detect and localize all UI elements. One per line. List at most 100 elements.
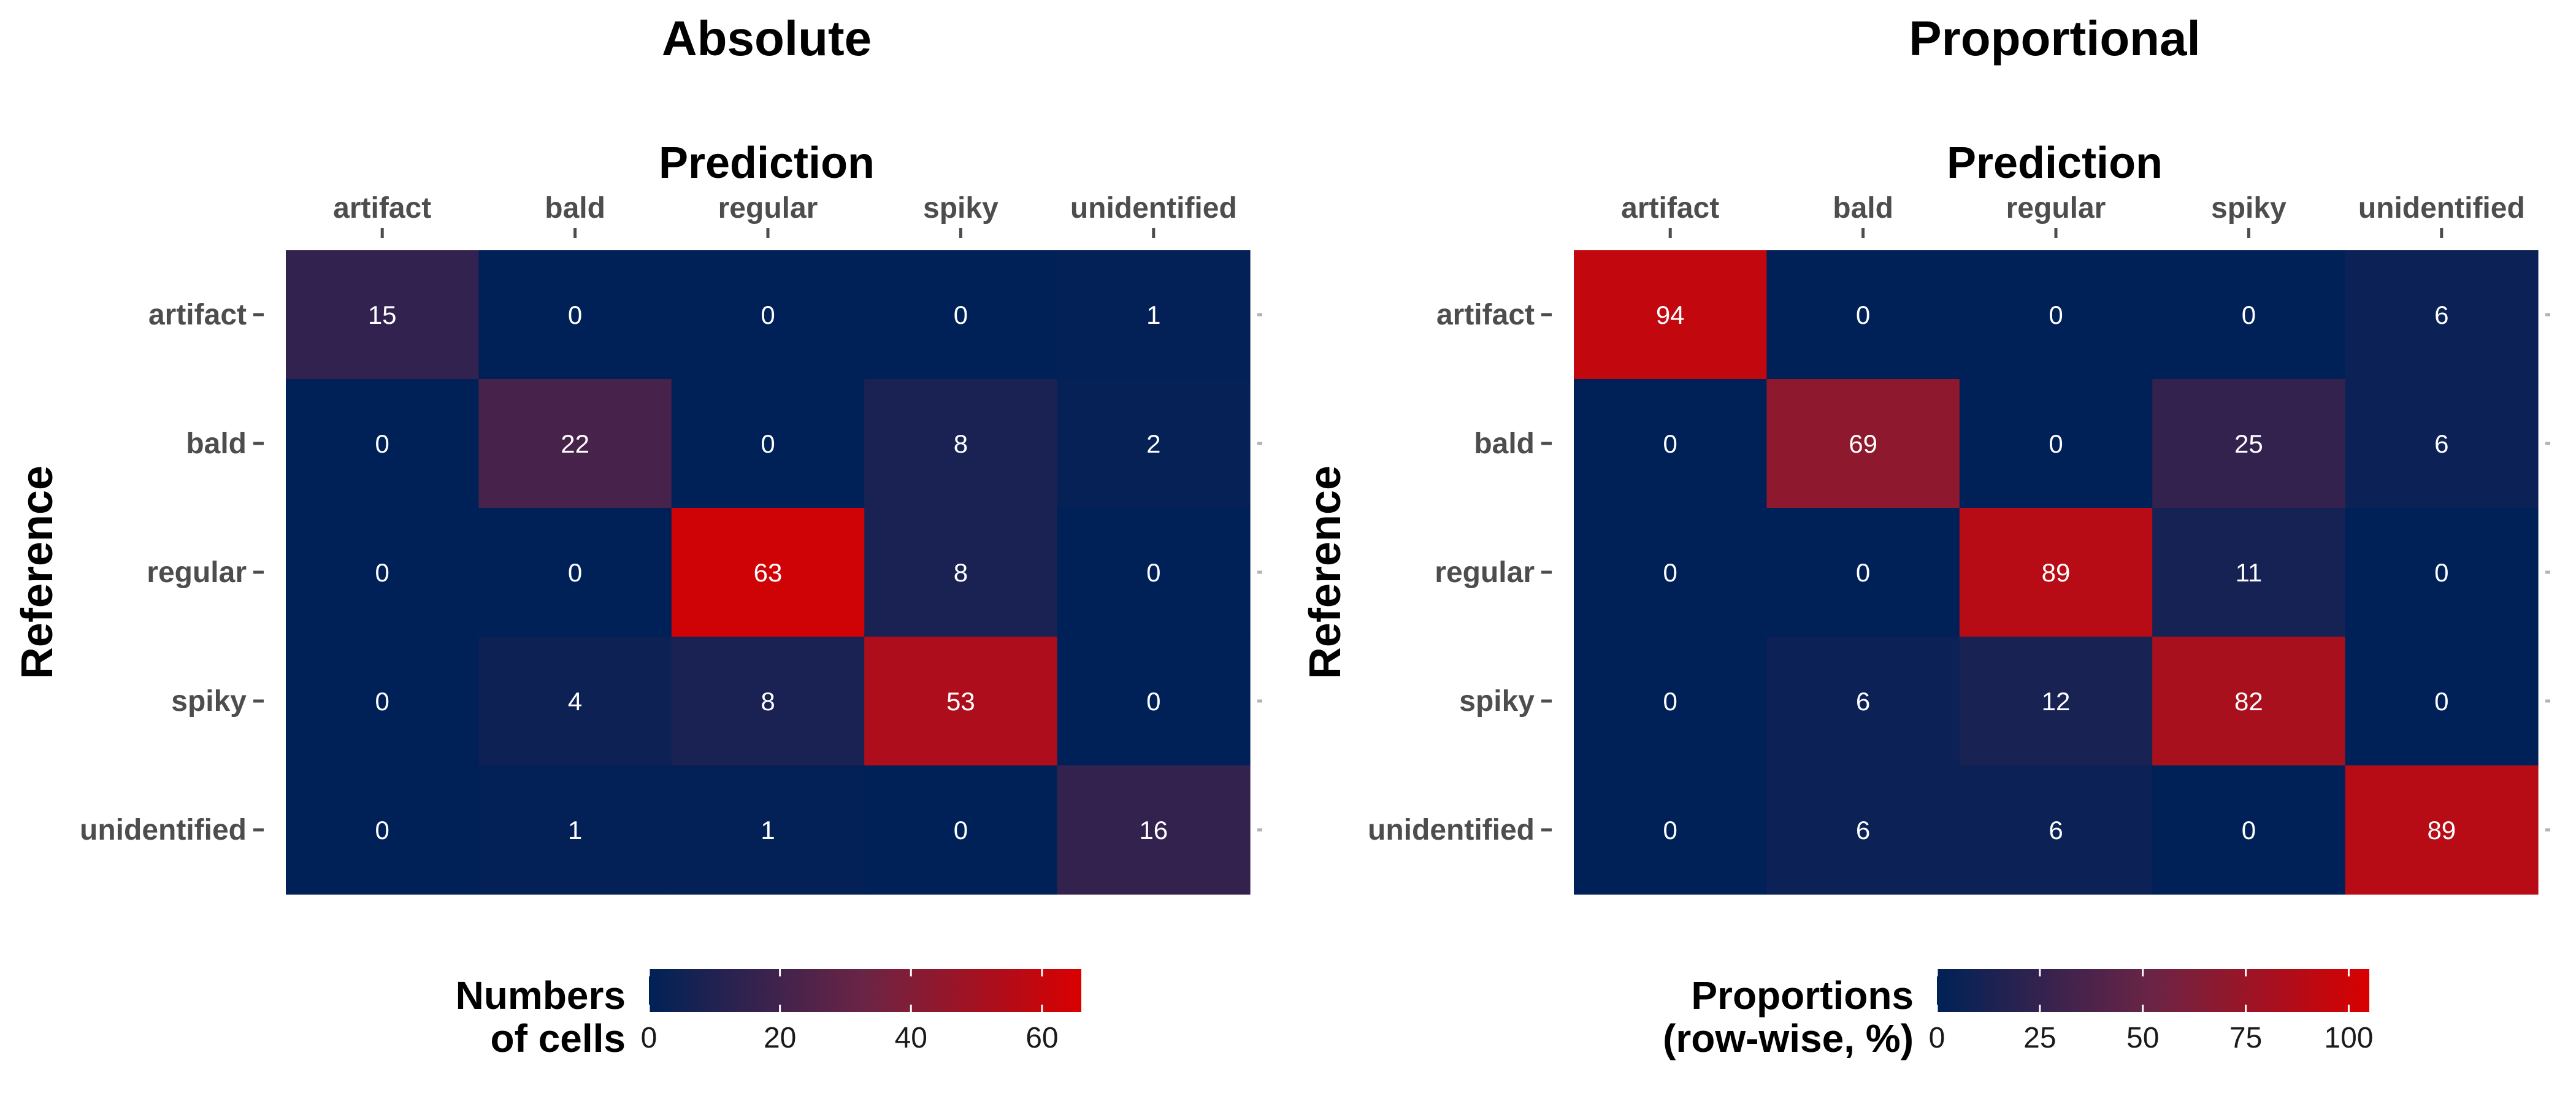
heatmap-cell xyxy=(671,508,865,637)
y-tick-label: artifact xyxy=(1436,299,1535,331)
heatmap-cell xyxy=(2345,765,2539,895)
cell-value-label: 1 xyxy=(568,816,582,845)
heatmap-cell xyxy=(1574,765,1767,895)
heatmap-cell xyxy=(286,508,479,637)
heatmap-cell xyxy=(1959,637,2153,766)
heatmap-cell xyxy=(286,765,479,895)
heatmap-cell xyxy=(2345,637,2539,766)
y-tick-label: spiky xyxy=(171,685,247,718)
heatmap-cell xyxy=(671,250,865,380)
cell-value-label: 69 xyxy=(1849,429,1877,458)
cell-value-label: 82 xyxy=(2234,687,2263,716)
heatmap-cell xyxy=(286,637,479,766)
heatmap-cell xyxy=(1766,379,1960,508)
legend-title-line: (row-wise, %) xyxy=(1663,1016,1914,1060)
cell-value-label: 53 xyxy=(946,687,975,716)
heatmap-cell xyxy=(478,250,672,380)
cell-value-label: 0 xyxy=(2242,301,2256,329)
chart-title: Proportional xyxy=(1909,11,2201,66)
cell-value-label: 22 xyxy=(561,429,589,458)
cell-value-label: 1 xyxy=(1146,301,1160,329)
heatmap-cell xyxy=(671,379,865,508)
cell-value-label: 12 xyxy=(2042,687,2071,716)
heatmap-cell xyxy=(1959,508,2153,637)
legend-tick-label: 75 xyxy=(2229,1022,2262,1054)
cell-value-label: 0 xyxy=(2434,687,2448,716)
heatmap-cell xyxy=(2152,637,2346,766)
cell-value-label: 89 xyxy=(2427,816,2456,845)
cell-value-label: 0 xyxy=(2049,429,2063,458)
heatmap-cell xyxy=(1057,250,1251,380)
x-tick-label: bald xyxy=(545,192,605,224)
cell-value-label: 0 xyxy=(375,429,389,458)
heatmap-cell xyxy=(1766,637,1960,766)
cell-value-label: 6 xyxy=(2434,301,2448,329)
heatmap-cell xyxy=(2152,765,2346,895)
heatmap-cell xyxy=(1574,379,1767,508)
legend-tick-label: 20 xyxy=(764,1022,796,1054)
cell-value-label: 0 xyxy=(1663,558,1677,587)
x-axis-title: Prediction xyxy=(659,139,875,188)
cell-value-label: 0 xyxy=(568,558,582,587)
cell-value-label: 0 xyxy=(375,558,389,587)
x-tick-label: spiky xyxy=(923,192,999,224)
y-tick-label: unidentified xyxy=(80,814,247,846)
heatmap-cell xyxy=(1959,379,2153,508)
legend-tick-label: 50 xyxy=(2126,1022,2159,1054)
cell-value-label: 8 xyxy=(954,429,968,458)
heatmap-cell xyxy=(1766,765,1960,895)
cell-value-label: 0 xyxy=(1146,687,1160,716)
cell-value-label: 11 xyxy=(2236,558,2263,587)
heatmap-cell xyxy=(2152,508,2346,637)
heatmap-cell xyxy=(478,637,672,766)
cell-value-label: 0 xyxy=(954,301,968,329)
cell-value-label: 2 xyxy=(1146,429,1160,458)
legend-title-line: of cells xyxy=(490,1016,626,1060)
heatmap-cell xyxy=(864,637,1058,766)
y-tick-label: bald xyxy=(186,427,247,460)
legend-title-line: Proportions xyxy=(1691,973,1914,1018)
cell-value-label: 8 xyxy=(761,687,775,716)
cell-value-label: 0 xyxy=(375,687,389,716)
heatmap-cell xyxy=(1959,765,2153,895)
legend-tick-label: 100 xyxy=(2324,1022,2373,1054)
heatmap-cell xyxy=(2345,379,2539,508)
x-tick-label: regular xyxy=(2006,192,2106,224)
heatmap-cell xyxy=(864,379,1058,508)
x-tick-label: unidentified xyxy=(2358,192,2525,224)
heatmap-cell xyxy=(1574,250,1767,380)
heatmap-cell xyxy=(2345,508,2539,637)
legend-tick-label: 0 xyxy=(1929,1022,1945,1054)
heatmap-cell xyxy=(478,508,672,637)
heatmap-cell xyxy=(1057,508,1251,637)
absolute-heatmap-panel: Absolute Prediction Reference 15 0 0 0 1 0 22 0 8 2 0… xyxy=(13,11,1262,1060)
heatmap-cell xyxy=(1959,250,2153,380)
cell-value-label: 16 xyxy=(1139,816,1168,845)
legend-tick-label: 0 xyxy=(641,1022,657,1054)
heatmap-cell xyxy=(671,637,865,766)
cell-value-label: 1 xyxy=(761,816,775,845)
y-axis-title: Reference xyxy=(13,466,62,679)
x-tick-label: artifact xyxy=(333,192,431,224)
cell-value-label: 94 xyxy=(1656,301,1685,329)
x-tick-label: regular xyxy=(718,192,818,224)
legend-tick-label: 25 xyxy=(2023,1022,2056,1054)
cell-value-label: 63 xyxy=(754,558,783,587)
cell-value-label: 4 xyxy=(568,687,582,716)
heatmap-cell xyxy=(864,250,1058,380)
cell-value-label: 0 xyxy=(1663,429,1677,458)
heatmap-cell xyxy=(864,508,1058,637)
cell-value-label: 0 xyxy=(761,301,775,329)
heatmap-cell xyxy=(2345,250,2539,380)
cell-value-label: 0 xyxy=(2049,301,2063,329)
heatmap-cell xyxy=(1766,250,1960,380)
y-tick-label: regular xyxy=(1435,556,1535,589)
heatmap-cell xyxy=(1574,508,1767,637)
heatmap-cell xyxy=(286,379,479,508)
legend-tick-label: 60 xyxy=(1025,1022,1058,1054)
cell-value-label: 0 xyxy=(1663,687,1677,716)
y-tick-label: artifact xyxy=(148,299,247,331)
cell-value-label: 0 xyxy=(1856,558,1870,587)
cell-value-label: 0 xyxy=(954,816,968,845)
